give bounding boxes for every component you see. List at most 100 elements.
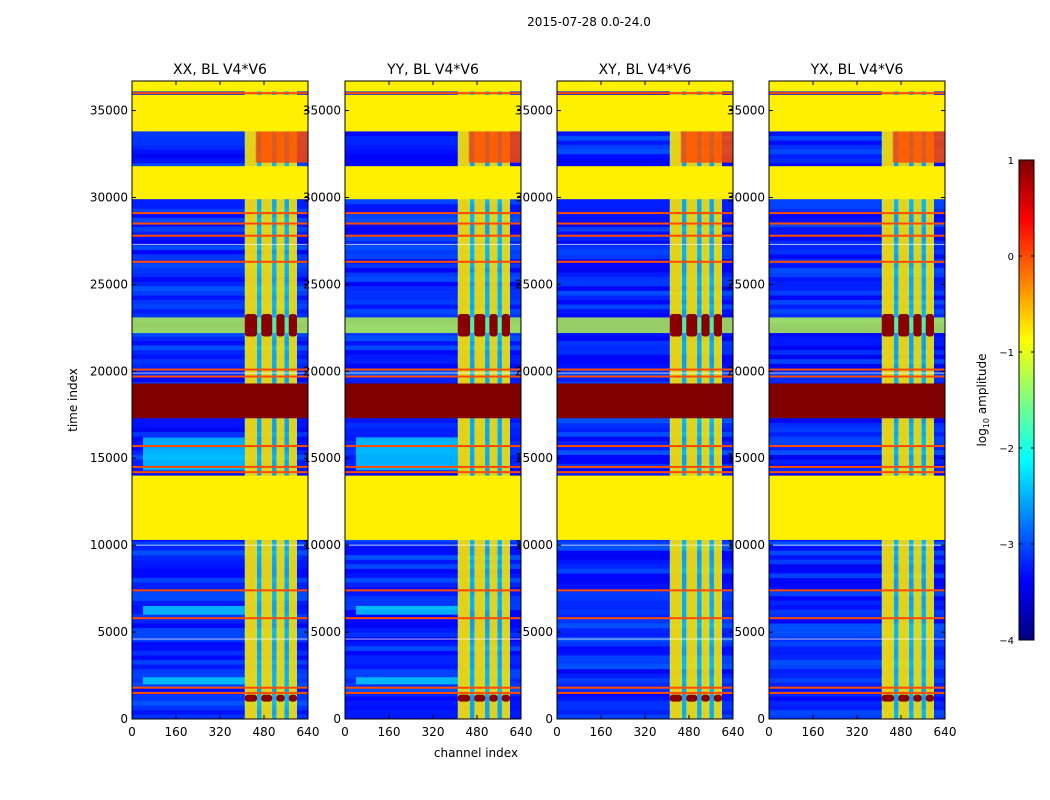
heatmap-row: [769, 568, 945, 574]
bright-band: [143, 437, 245, 471]
heatmap-row: [132, 231, 308, 237]
heatmap-row: [132, 354, 308, 360]
heatmap-row: [557, 135, 733, 141]
heatmap-row: [557, 595, 733, 601]
heatmap-row: [132, 254, 308, 260]
rfi-line: [132, 465, 308, 468]
heatmap-row: [557, 700, 733, 706]
heatmap-row: [557, 441, 733, 446]
heatmap-row: [132, 340, 308, 346]
heatmap-row: [769, 345, 945, 351]
rfi-line: [345, 589, 521, 592]
heatmap-row: [557, 691, 733, 697]
heatmap-row: [132, 627, 308, 633]
heatmap-row: [769, 235, 945, 241]
heatmap-row: [132, 682, 308, 688]
panel-title: XX, BL V4*V6: [173, 62, 267, 78]
heatmap-row: [345, 331, 521, 337]
heatmap-row: [557, 281, 733, 287]
heatmap-row: [557, 153, 733, 159]
heatmap-row: [345, 550, 521, 556]
heatmap-row: [769, 687, 945, 692]
rfi-line: [345, 368, 521, 371]
hot-spot: [881, 694, 895, 702]
heatmap-row: [557, 623, 733, 629]
heatmap-row: [769, 340, 945, 346]
heatmap-row: [345, 163, 521, 168]
heatmap-row: [769, 468, 945, 474]
heatmap-row: [557, 372, 733, 378]
y-tick-label: 15000: [727, 451, 765, 465]
heatmap-row: [132, 235, 308, 241]
y-tick-label: 20000: [90, 364, 128, 378]
white-line: [345, 372, 521, 374]
heatmap-row: [557, 308, 733, 314]
heatmap-row: [132, 222, 308, 228]
heatmap-row: [345, 673, 521, 679]
heatmap-row: [345, 582, 521, 588]
heatmap-row: [132, 559, 308, 565]
heatmap-row: [769, 682, 945, 688]
colorbar-tick-label: 1: [1008, 156, 1014, 167]
heatmap-row: [132, 573, 308, 579]
x-tick-label: 0: [553, 725, 561, 739]
heatmap-row: [557, 245, 733, 250]
heatmap-row: [132, 377, 308, 383]
heatmap-row: [345, 431, 521, 437]
heatmap-row: [345, 372, 521, 378]
heatmap-row: [345, 664, 521, 670]
heatmap-row: [557, 650, 733, 656]
white-line: [132, 243, 308, 245]
heatmap-row: [345, 586, 521, 592]
heatmap-row: [769, 358, 945, 364]
x-tick-label: 0: [341, 725, 349, 739]
heatmap-row: [345, 290, 521, 296]
heatmap-row: [345, 226, 521, 232]
heatmap-row: [557, 149, 733, 155]
rfi-line: [557, 234, 733, 237]
heatmap-row: [132, 554, 308, 560]
hot-spot: [501, 313, 510, 337]
heatmap-row: [132, 595, 308, 601]
hot-spot: [288, 313, 297, 337]
heatmap-row: [345, 468, 521, 474]
white-line: [557, 638, 733, 640]
heatmap: [769, 81, 945, 719]
heatmap-row: [769, 559, 945, 565]
heatmap-row: [345, 272, 521, 278]
heatmap-row: [345, 472, 521, 478]
heatmap-row: [557, 140, 733, 146]
heatmap-row: [769, 691, 945, 697]
heatmap-row: [132, 144, 308, 150]
heatmap-row: [769, 131, 945, 136]
rfi-line: [132, 368, 308, 371]
heatmap-row: [769, 586, 945, 592]
y-tick-label: 10000: [90, 538, 128, 552]
region-flagged: [557, 475, 733, 540]
heatmap-row: [557, 267, 733, 273]
heatmap-row: [557, 459, 733, 465]
heatmap-row: [769, 595, 945, 601]
heatmap-row: [345, 240, 521, 246]
heatmap-row: [132, 659, 308, 665]
heatmap-row: [132, 304, 308, 310]
white-line: [345, 243, 521, 245]
y-tick-label: 35000: [303, 104, 341, 118]
heatmap-row: [345, 559, 521, 565]
bright-band: [356, 606, 458, 615]
region-flagged: [557, 166, 733, 200]
heatmap-row: [132, 286, 308, 291]
y-tick-label: 25000: [303, 277, 341, 291]
heatmap-row: [557, 582, 733, 588]
heatmap-row: [345, 340, 521, 346]
hot-spot: [913, 313, 922, 337]
white-line: [769, 544, 945, 546]
heatmap-row: [345, 295, 521, 301]
rfi-line: [769, 260, 945, 263]
rfi-line: [557, 212, 733, 215]
heatmap-row: [345, 659, 521, 665]
colorbar-tick-label: −4: [999, 636, 1014, 647]
heatmap-row: [345, 623, 521, 629]
hot-spot: [713, 694, 722, 702]
x-tick-label: 160: [165, 725, 188, 739]
